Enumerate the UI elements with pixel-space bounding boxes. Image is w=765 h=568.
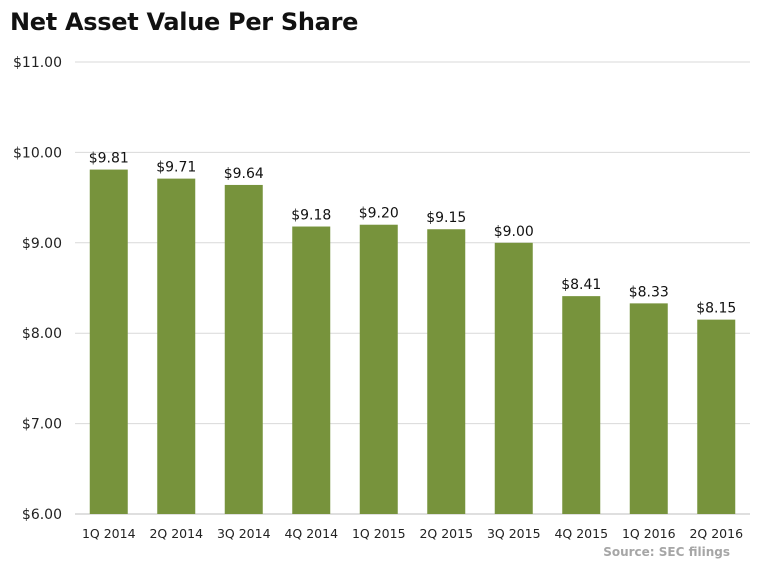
- x-tick-label: 1Q 2016: [622, 526, 676, 541]
- bar: [157, 178, 196, 514]
- bar: [224, 184, 263, 514]
- y-tick-label: $10.00: [13, 145, 62, 161]
- y-tick-label: $8.00: [22, 326, 62, 342]
- data-label: $9.15: [426, 210, 466, 226]
- x-tick-label: 2Q 2014: [149, 526, 203, 541]
- bar: [629, 303, 668, 514]
- data-label: $9.71: [156, 160, 196, 176]
- x-tick-label: 3Q 2015: [487, 526, 541, 541]
- chart-title: Net Asset Value Per Share: [10, 8, 359, 36]
- y-tick-label: $6.00: [22, 507, 62, 523]
- x-tick-label: 2Q 2015: [419, 526, 473, 541]
- y-tick-label: $7.00: [22, 417, 62, 433]
- bar: [427, 229, 466, 515]
- data-label: $8.15: [696, 301, 736, 317]
- data-label: $9.81: [89, 151, 129, 167]
- x-tick-label: 1Q 2015: [352, 526, 406, 541]
- bar: [292, 226, 331, 514]
- x-tick-label: 4Q 2014: [284, 526, 338, 541]
- y-tick-label: $9.00: [22, 236, 62, 252]
- data-label: $8.41: [561, 277, 601, 293]
- data-label: $9.20: [359, 206, 399, 222]
- bar: [494, 242, 533, 515]
- bar: [89, 169, 128, 515]
- data-label: $8.33: [629, 284, 669, 300]
- x-tick-label: 4Q 2015: [554, 526, 608, 541]
- x-tick-label: 3Q 2014: [217, 526, 271, 541]
- data-label: $9.64: [224, 166, 264, 182]
- y-tick-label: $11.00: [13, 55, 62, 71]
- data-label: $9.18: [291, 208, 331, 224]
- source-note: Source: SEC filings: [603, 545, 730, 559]
- x-tick-label: 1Q 2014: [82, 526, 136, 541]
- x-tick-label: 2Q 2016: [689, 526, 743, 541]
- bar: [359, 224, 398, 514]
- bar: [562, 296, 601, 514]
- data-label: $9.00: [494, 224, 534, 240]
- bar: [697, 319, 736, 514]
